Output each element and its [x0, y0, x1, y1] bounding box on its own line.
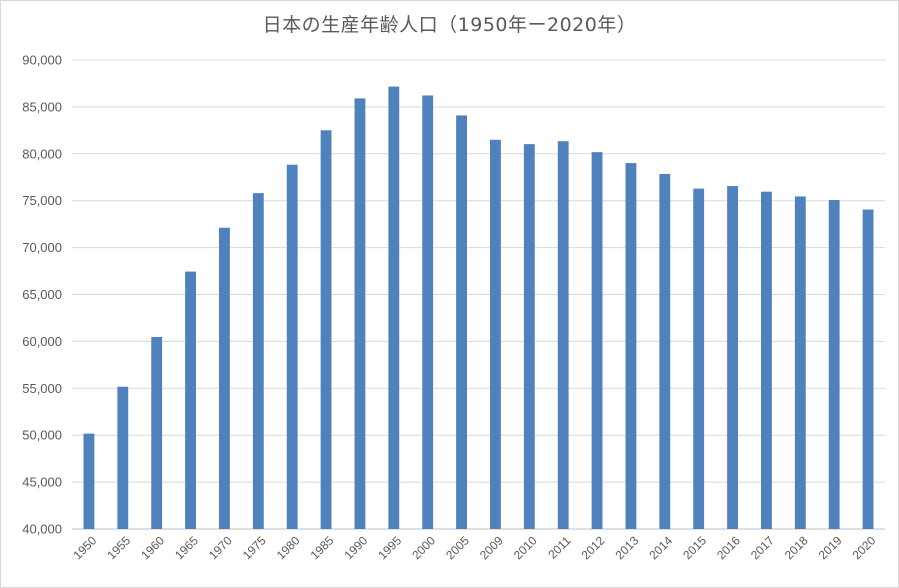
x-tick-label: 2010: [511, 533, 540, 562]
x-axis-ticks: 1950 1955 1960 1965 1970 1975 1980 1985 1990 1995…: [71, 533, 879, 562]
bar-1965: [185, 271, 196, 529]
y-tick-label: 45,000: [22, 475, 62, 490]
y-tick-label: 60,000: [22, 334, 62, 349]
y-tick-label: 85,000: [22, 99, 62, 114]
x-tick-label: 2013: [613, 533, 642, 562]
y-tick-label: 50,000: [22, 428, 62, 443]
bar-1950: [83, 433, 95, 529]
bar-2020: [862, 209, 874, 530]
x-tick-label: 1955: [104, 533, 133, 562]
bar-2009: [490, 139, 501, 529]
bar-2010: [523, 144, 535, 529]
x-tick-label: 1975: [240, 533, 269, 562]
bar-2019: [828, 200, 840, 529]
y-tick-label: 70,000: [22, 240, 62, 255]
bar-2014: [659, 173, 671, 530]
x-tick-label: 2011: [545, 533, 573, 561]
x-tick-label: 2009: [477, 533, 506, 562]
x-tick-label: 2018: [782, 533, 811, 562]
bar-1975: [252, 193, 264, 529]
bar-1995: [388, 86, 400, 530]
bar-1955: [117, 386, 129, 529]
x-tick-label: 2015: [680, 533, 709, 562]
bars: [83, 86, 874, 530]
bar-2013: [625, 163, 637, 530]
y-tick-label: 55,000: [22, 381, 62, 396]
bar-1990: [354, 98, 366, 530]
bar-2000: [422, 95, 434, 530]
y-tick-label: 40,000: [22, 522, 62, 537]
y-tick-label: 80,000: [22, 146, 62, 161]
y-tick-label: 90,000: [22, 53, 62, 68]
y-axis-ticks: 40,000 45,000 50,000 55,000 60,000 65,000 70,0…: [22, 53, 62, 537]
x-tick-label: 1950: [71, 533, 100, 562]
x-tick-label: 1985: [308, 533, 337, 562]
x-tick-label: 2016: [714, 533, 743, 562]
bar-2011: [557, 141, 569, 529]
x-tick-label: 2000: [409, 533, 438, 562]
x-tick-label: 2005: [443, 533, 472, 562]
bar-2018: [794, 196, 806, 530]
x-tick-label: 1970: [206, 533, 235, 562]
bar-1970: [219, 227, 230, 529]
bar-1985: [320, 130, 332, 530]
bar-1960: [151, 337, 163, 529]
gridlines: [72, 59, 885, 530]
chart-title: 日本の生産年齢人口（1950年ー2020年）: [262, 14, 637, 36]
bar-2012: [591, 152, 603, 529]
y-tick-label: 65,000: [22, 287, 62, 302]
x-tick-label: 1965: [172, 533, 201, 562]
bar-2015: [693, 188, 705, 529]
x-tick-label: 1980: [274, 533, 303, 562]
x-tick-label: 2014: [646, 533, 675, 562]
x-tick-label: 2019: [816, 533, 845, 562]
y-tick-label: 75,000: [22, 193, 62, 208]
x-tick-label: 2017: [748, 533, 777, 562]
x-tick-label: 1960: [138, 533, 167, 562]
x-tick-label: 1990: [342, 533, 371, 562]
bar-2017: [761, 191, 772, 529]
bar-1980: [286, 164, 298, 529]
bar-2016: [727, 186, 738, 529]
x-tick-label: 2012: [579, 533, 608, 562]
x-tick-label: 2020: [850, 533, 879, 562]
bar-2005: [456, 115, 467, 529]
x-tick-label: 1995: [375, 533, 404, 562]
